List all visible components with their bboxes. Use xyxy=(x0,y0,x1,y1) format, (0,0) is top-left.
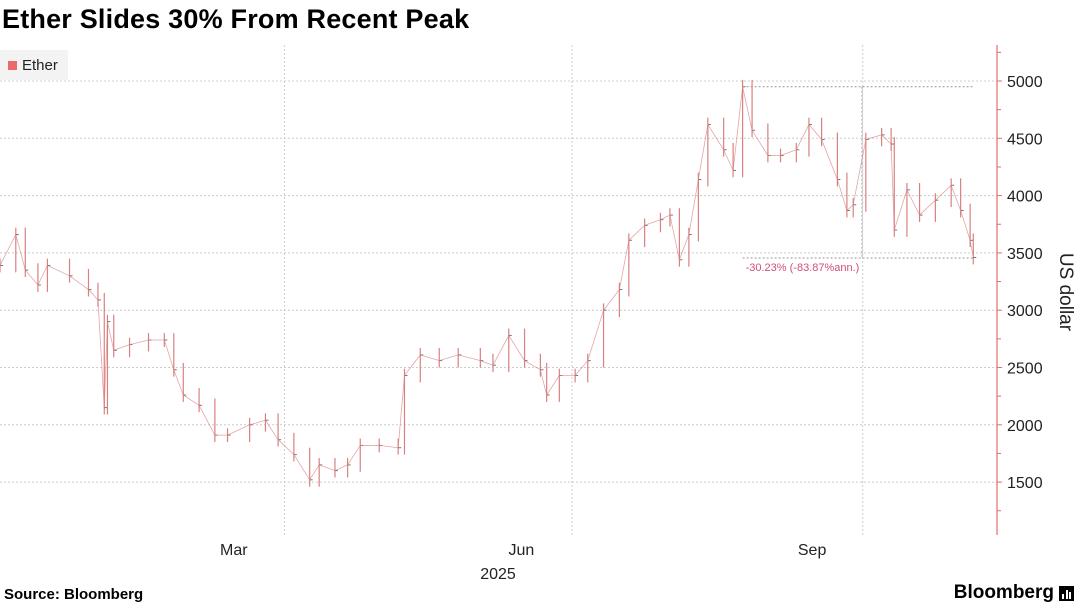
price-segment xyxy=(198,405,216,436)
price-segment xyxy=(837,179,848,211)
price-segment xyxy=(723,149,734,171)
price-segment xyxy=(780,149,797,156)
price-segment xyxy=(249,419,266,426)
price-segment xyxy=(103,321,108,408)
chart-title: Ether Slides 30% From Recent Peak xyxy=(2,4,470,34)
price-segment xyxy=(37,265,48,286)
price-segment xyxy=(679,234,690,260)
price-segment xyxy=(69,275,89,290)
price-segment xyxy=(309,464,320,481)
price-segment xyxy=(865,134,882,140)
x-tick-label: Mar xyxy=(220,542,248,559)
price-segment xyxy=(852,139,867,205)
price-segment xyxy=(88,289,99,301)
price-segment xyxy=(265,419,279,440)
price-segment xyxy=(890,144,895,230)
drawdown-annotation: -30.23% (-83.87%ann.) xyxy=(746,262,860,274)
y-axis-label: US dollar xyxy=(1055,253,1076,332)
price-segment xyxy=(644,219,661,226)
y-tick-label: 3000 xyxy=(1007,303,1043,320)
price-segment xyxy=(546,375,560,396)
price-segment xyxy=(960,210,971,241)
y-tick-label: 4000 xyxy=(1007,189,1043,206)
price-segment xyxy=(47,265,70,277)
price-segment xyxy=(539,369,548,396)
price-segment xyxy=(751,130,769,156)
price-segment xyxy=(347,445,361,466)
y-tick-label: 1500 xyxy=(1007,475,1043,492)
bloomberg-bars-icon xyxy=(1059,585,1074,601)
price-segment xyxy=(893,189,908,231)
source-note: Source: Bloomberg xyxy=(4,586,144,603)
price-segment xyxy=(113,344,130,351)
price-segment xyxy=(808,124,822,140)
price-segment xyxy=(379,445,399,449)
price-segment xyxy=(906,189,920,216)
y-tick-label: 2000 xyxy=(1007,418,1043,435)
price-segment xyxy=(732,86,743,171)
price-segment xyxy=(334,464,348,472)
price-segment xyxy=(821,139,838,180)
price-segment xyxy=(15,234,26,271)
price-segment xyxy=(183,394,200,406)
price-segment xyxy=(950,185,962,211)
price-segment xyxy=(688,179,699,235)
price-segment xyxy=(881,134,892,145)
y-tick-label: 5000 xyxy=(1007,74,1043,91)
price-segment xyxy=(319,464,336,472)
price-segment xyxy=(107,321,115,351)
price-segment xyxy=(492,335,510,366)
price-segment xyxy=(919,199,936,216)
price-segment xyxy=(603,289,620,311)
price-segment xyxy=(707,124,724,150)
legend-swatch-ether xyxy=(8,60,17,70)
price-segment xyxy=(846,204,854,211)
price-segment xyxy=(458,354,481,362)
brand-name: Bloomberg xyxy=(953,582,1054,603)
x-tick-label: Sep xyxy=(798,542,827,559)
price-segment xyxy=(660,214,671,221)
price-segment xyxy=(439,354,459,362)
bloomberg-logo: Bloomberg xyxy=(954,582,1074,604)
price-segment xyxy=(404,354,421,376)
price-segment xyxy=(628,225,645,241)
price-segment xyxy=(969,240,974,258)
price-segment xyxy=(574,360,589,376)
y-tick-label: 4500 xyxy=(1007,131,1043,148)
price-segment xyxy=(277,439,295,455)
y-tick-label: 2500 xyxy=(1007,361,1043,378)
price-segment xyxy=(173,369,184,396)
price-segment xyxy=(97,299,105,408)
price-segment xyxy=(24,269,39,286)
price-segment xyxy=(397,375,405,448)
price-segment xyxy=(163,339,175,370)
price-segment xyxy=(618,240,630,290)
price-segment xyxy=(293,454,311,481)
price-segment xyxy=(508,335,525,361)
price-segment xyxy=(742,86,753,131)
price-segment xyxy=(0,234,17,266)
legend-label-ether: Ether xyxy=(22,56,58,74)
price-segment xyxy=(795,124,810,150)
price-segment xyxy=(129,339,149,345)
x-year-label: 2025 xyxy=(480,566,516,583)
x-tick-label: Jun xyxy=(509,542,535,559)
legend: Ether xyxy=(0,50,68,80)
price-segment xyxy=(697,124,709,180)
price-segment xyxy=(935,184,952,201)
price-segment xyxy=(669,214,680,260)
y-tick-label: 3500 xyxy=(1007,246,1043,263)
price-segment xyxy=(587,310,604,361)
price-segment xyxy=(420,354,440,362)
price-segment xyxy=(227,424,250,436)
price-segment xyxy=(480,360,494,366)
price-segment xyxy=(524,360,541,371)
